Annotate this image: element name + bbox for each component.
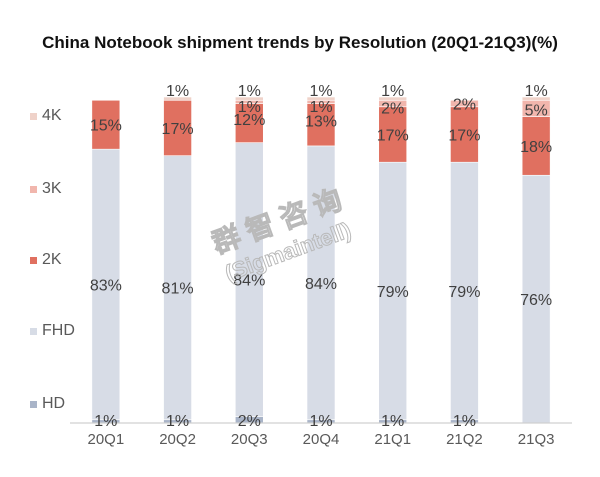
- data-label-2k-20q3: 12%: [233, 112, 265, 129]
- data-label-hd-20q4: 1%: [309, 413, 332, 430]
- legend-item-hd: HD: [30, 395, 65, 413]
- x-tick-label-21q1: 21Q1: [374, 431, 411, 448]
- legend-label-4k: 4K: [42, 107, 62, 124]
- bar-2k-20q1: [91, 99, 121, 150]
- data-label-hd-20q1: 1%: [94, 413, 117, 430]
- bar-2k-20q3: [234, 103, 264, 143]
- chart-title: China Notebook shipment trends by Resolu…: [42, 33, 558, 52]
- x-tick-label-21q2: 21Q2: [446, 431, 483, 448]
- bar-4k-20q4: [306, 96, 336, 101]
- bar-2k-21q2: [450, 106, 479, 163]
- legend-swatch-4k: [30, 112, 37, 120]
- data-label-hd-21q1: 1%: [381, 413, 404, 430]
- data-label-fhd-20q1: 83%: [90, 277, 122, 294]
- data-label-hd-20q3: 2%: [238, 413, 261, 430]
- data-label-2k-20q1: 15%: [90, 118, 122, 135]
- legend-item-fhd: FHD: [30, 322, 75, 340]
- bar-3k-21q2: [450, 99, 479, 108]
- data-label-3k-21q3: 5%: [525, 102, 548, 119]
- data-label-4k-21q3: 1%: [525, 83, 548, 100]
- data-label-fhd-21q2: 79%: [448, 284, 480, 301]
- data-label-3k-20q3: 1%: [238, 99, 261, 116]
- legend-swatch-3k: [30, 185, 37, 193]
- legend: 4K 3K 2K FHD HD: [30, 0, 90, 477]
- legend-item-2k: 2K: [30, 251, 62, 269]
- x-tick-label-20q2: 20Q2: [159, 431, 196, 448]
- bar-4k-20q2: [163, 96, 192, 101]
- data-label-2k-20q2: 17%: [162, 121, 194, 138]
- x-tick-label-20q4: 20Q4: [303, 431, 340, 448]
- bar-fhd-20q1: [91, 148, 121, 421]
- data-label-4k-21q1: 1%: [381, 83, 404, 100]
- bar-fhd-21q1: [378, 161, 408, 421]
- legend-item-3k: 3K: [30, 180, 62, 198]
- data-label-4k-20q3: 1%: [238, 83, 261, 100]
- legend-label-3k: 3K: [42, 180, 62, 197]
- bar-fhd-20q2: [163, 155, 192, 421]
- legend-swatch-hd: [30, 400, 37, 408]
- data-label-fhd-20q3: 84%: [233, 273, 265, 290]
- data-label-2k-21q3: 18%: [520, 139, 552, 156]
- data-label-4k-20q4: 1%: [309, 83, 332, 100]
- legend-label-hd: HD: [42, 395, 66, 412]
- bar-fhd-20q3: [234, 142, 264, 417]
- bar-2k-21q3: [521, 116, 551, 176]
- bar-4k-21q3: [521, 96, 551, 101]
- data-label-fhd-20q2: 81%: [162, 281, 194, 298]
- legend-swatch-2k: [30, 256, 37, 264]
- data-label-hd-21q2: 1%: [453, 413, 476, 430]
- bar-fhd-21q3: [521, 174, 551, 424]
- data-label-fhd-21q3: 76%: [520, 292, 552, 309]
- data-label-3k-20q4: 1%: [309, 99, 332, 116]
- data-label-3k-21q2: 2%: [453, 97, 476, 114]
- x-tick-label-20q3: 20Q3: [231, 431, 268, 448]
- bar-4k-20q3: [234, 96, 264, 101]
- bar-fhd-21q2: [450, 161, 479, 421]
- data-label-4k-20q2: 1%: [166, 83, 189, 100]
- legend-swatch-fhd: [30, 327, 37, 335]
- data-label-2k-21q2: 17%: [448, 127, 480, 144]
- data-label-2k-20q4: 13%: [305, 114, 337, 131]
- data-label-fhd-20q4: 84%: [305, 276, 337, 293]
- x-tick-label-21q3: 21Q3: [518, 431, 555, 448]
- legend-item-4k: 4K: [30, 107, 62, 125]
- bar-2k-20q2: [163, 99, 192, 156]
- data-label-hd-20q2: 1%: [166, 413, 189, 430]
- bar-4k-21q1: [378, 96, 408, 101]
- legend-label-fhd: FHD: [42, 322, 75, 339]
- bar-fhd-20q4: [306, 145, 336, 421]
- data-label-fhd-21q1: 79%: [377, 284, 409, 301]
- data-label-2k-21q1: 17%: [377, 127, 409, 144]
- data-label-3k-21q1: 2%: [381, 101, 404, 118]
- x-tick-label-20q1: 20Q1: [88, 431, 125, 448]
- legend-label-2k: 2K: [42, 251, 62, 268]
